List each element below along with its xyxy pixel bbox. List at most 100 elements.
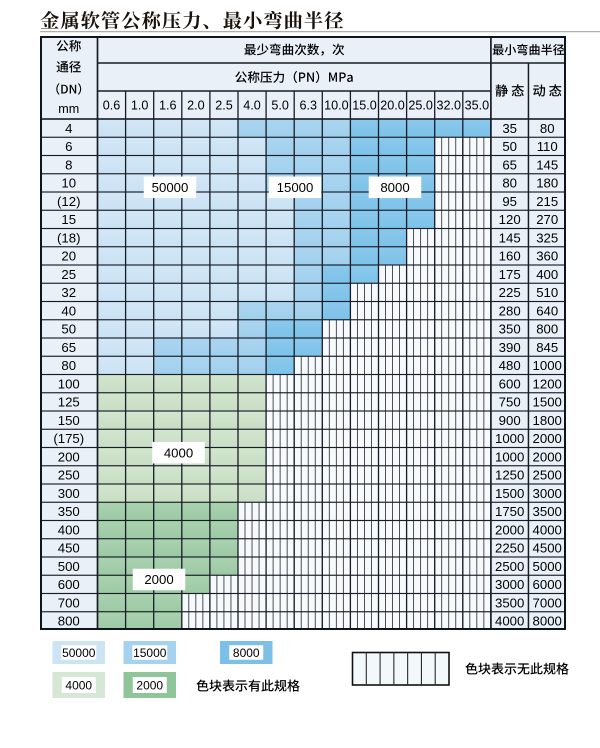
svg-text:510: 510 <box>536 285 558 300</box>
svg-text:270: 270 <box>536 212 558 227</box>
svg-text:15000: 15000 <box>277 180 314 195</box>
svg-text:40: 40 <box>61 303 76 318</box>
svg-text:95: 95 <box>502 194 517 209</box>
svg-text:4: 4 <box>65 121 72 136</box>
svg-text:3000: 3000 <box>533 486 562 501</box>
svg-text:400: 400 <box>536 267 558 282</box>
svg-text:1800: 1800 <box>533 413 562 428</box>
svg-text:4000: 4000 <box>65 678 92 692</box>
svg-text:845: 845 <box>536 340 558 355</box>
svg-text:6000: 6000 <box>533 577 562 592</box>
svg-text:600: 600 <box>58 577 80 592</box>
svg-text:25: 25 <box>61 267 76 282</box>
svg-text:250: 250 <box>58 468 80 483</box>
svg-text:1250: 1250 <box>495 468 524 483</box>
svg-text:300: 300 <box>58 486 80 501</box>
svg-text:8000: 8000 <box>380 180 409 195</box>
svg-text:2000: 2000 <box>136 678 163 692</box>
svg-text:2000: 2000 <box>533 431 562 446</box>
svg-text:120: 120 <box>499 212 521 227</box>
svg-text:8000: 8000 <box>533 614 562 629</box>
svg-text:400: 400 <box>58 522 80 537</box>
svg-text:2500: 2500 <box>533 468 562 483</box>
svg-text:8000: 8000 <box>233 646 260 660</box>
svg-text:15: 15 <box>61 212 76 227</box>
svg-text:50000: 50000 <box>152 180 189 195</box>
svg-text:3500: 3500 <box>495 595 524 610</box>
svg-text:1000: 1000 <box>533 358 562 373</box>
svg-text:3500: 3500 <box>533 504 562 519</box>
svg-text:8: 8 <box>65 157 72 172</box>
svg-text:25.0: 25.0 <box>408 98 433 112</box>
svg-text:4000: 4000 <box>164 445 193 460</box>
svg-text:6: 6 <box>65 139 72 154</box>
svg-text:800: 800 <box>536 322 558 337</box>
svg-text:215: 215 <box>536 194 558 209</box>
svg-text:1000: 1000 <box>495 449 524 464</box>
svg-text:4.0: 4.0 <box>243 98 261 112</box>
svg-text:390: 390 <box>499 340 521 355</box>
svg-text:7000: 7000 <box>533 595 562 610</box>
svg-text:65: 65 <box>61 340 76 355</box>
svg-text:65: 65 <box>502 157 517 172</box>
svg-text:15.0: 15.0 <box>352 98 377 112</box>
svg-text:4000: 4000 <box>533 522 562 537</box>
svg-text:50000: 50000 <box>62 646 96 660</box>
svg-text:20: 20 <box>61 249 76 264</box>
svg-text:750: 750 <box>499 395 521 410</box>
svg-text:1750: 1750 <box>495 504 524 519</box>
svg-text:10.0: 10.0 <box>324 98 349 112</box>
svg-text:160: 160 <box>499 249 521 264</box>
svg-text:4500: 4500 <box>533 541 562 556</box>
svg-text:145: 145 <box>536 157 558 172</box>
svg-text:125: 125 <box>58 395 80 410</box>
svg-text:360: 360 <box>536 249 558 264</box>
svg-text:1500: 1500 <box>533 395 562 410</box>
svg-text:480: 480 <box>499 358 521 373</box>
svg-text:3000: 3000 <box>495 577 524 592</box>
svg-text:80: 80 <box>540 121 555 136</box>
svg-text:50: 50 <box>502 139 517 154</box>
svg-text:32: 32 <box>61 285 76 300</box>
svg-text:80: 80 <box>61 358 76 373</box>
svg-text:0.6: 0.6 <box>103 98 121 112</box>
svg-text:110: 110 <box>537 139 558 154</box>
svg-text:(12): (12) <box>57 194 80 209</box>
svg-text:2.0: 2.0 <box>187 98 205 112</box>
svg-text:325: 325 <box>536 230 558 245</box>
svg-text:450: 450 <box>58 541 80 556</box>
svg-text:5000: 5000 <box>533 559 562 574</box>
svg-text:2.5: 2.5 <box>215 98 233 112</box>
svg-text:1200: 1200 <box>533 376 562 391</box>
svg-text:700: 700 <box>58 595 80 610</box>
svg-text:145: 145 <box>499 230 521 245</box>
svg-text:mm: mm <box>58 102 79 116</box>
svg-text:20.0: 20.0 <box>380 98 405 112</box>
svg-text:150: 150 <box>58 413 80 428</box>
svg-text:35: 35 <box>502 121 517 136</box>
svg-text:2000: 2000 <box>144 572 173 587</box>
svg-text:1500: 1500 <box>495 486 524 501</box>
svg-text:15000: 15000 <box>133 646 167 660</box>
svg-text:600: 600 <box>499 376 521 391</box>
svg-text:4000: 4000 <box>495 614 524 629</box>
svg-text:(175): (175) <box>53 431 84 446</box>
svg-text:10: 10 <box>61 176 76 191</box>
svg-text:500: 500 <box>58 559 80 574</box>
svg-text:2000: 2000 <box>533 449 562 464</box>
svg-text:200: 200 <box>58 449 80 464</box>
svg-text:6.3: 6.3 <box>299 98 317 112</box>
svg-text:32.0: 32.0 <box>436 98 461 112</box>
svg-text:2250: 2250 <box>495 541 524 556</box>
svg-text:800: 800 <box>58 614 80 629</box>
svg-text:(18): (18) <box>57 230 80 245</box>
svg-text:350: 350 <box>499 322 521 337</box>
svg-text:2500: 2500 <box>495 559 524 574</box>
svg-text:900: 900 <box>499 413 521 428</box>
svg-text:1.0: 1.0 <box>131 98 149 112</box>
svg-text:1.6: 1.6 <box>159 98 177 112</box>
svg-text:350: 350 <box>58 504 80 519</box>
svg-text:175: 175 <box>499 267 521 282</box>
svg-text:280: 280 <box>499 303 521 318</box>
svg-text:50: 50 <box>61 322 76 337</box>
